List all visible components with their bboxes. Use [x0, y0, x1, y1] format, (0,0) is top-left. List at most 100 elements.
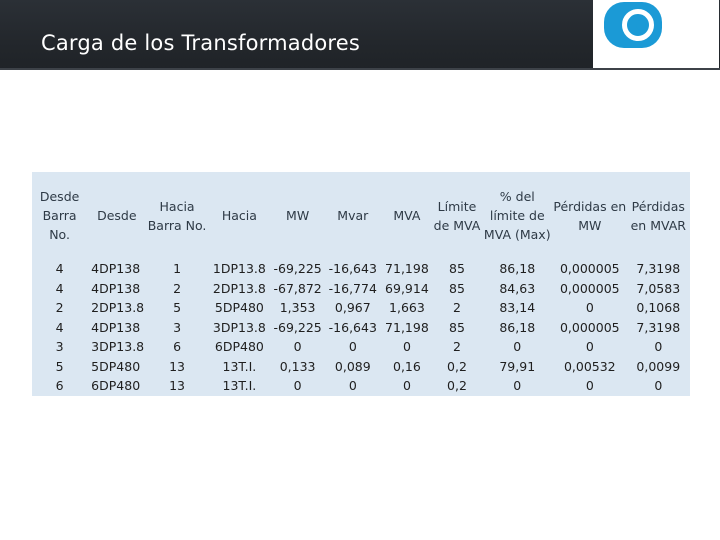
cell-limite-mva: 85 [449, 261, 465, 277]
cell-mw: -69,225 [273, 261, 322, 277]
cell-desde-barra: 4 [55, 261, 64, 277]
cell-hacia: 2DP13.8 [212, 280, 266, 296]
cell-mva: 69,914 [385, 280, 429, 296]
cell-hacia-barra: 1 [173, 261, 182, 277]
cell-mvar: -16,643 [328, 261, 377, 277]
cell-limite-mva: 85 [449, 280, 465, 296]
transformer-load-table: Desde Barra No. Desde Hacia Barra No. Ha… [32, 172, 690, 396]
cell-desde: 3DP13.8 [91, 339, 145, 355]
col-header-mva: MVA [393, 208, 421, 223]
table-row: 4 4DP138 3 3DP13.8 -69,225 -16,643 71,198 85 86,… [32, 318, 690, 338]
col-header-desde-barra: Desde Barra No. [39, 189, 80, 242]
cell-perdidas-mvar: 0,1068 [636, 300, 681, 316]
cell-desde: 2DP13.8 [91, 300, 145, 316]
cell-perdidas-mw: 0 [585, 300, 594, 316]
col-header-mw: MW [286, 208, 310, 223]
cell-desde-barra: 5 [55, 358, 64, 374]
cell-desde: 4DP138 [91, 319, 141, 335]
table-row: 3 3DP13.8 6 6DP480 0 0 0 2 0 0 0 [32, 337, 690, 357]
cell-mvar: -16,643 [328, 319, 377, 335]
cell-pct-limite: 79,91 [499, 358, 536, 374]
col-header-limite-mva: Límite de MVA [433, 198, 481, 233]
cell-hacia: 6DP480 [214, 339, 264, 355]
cell-perdidas-mw: 0,00532 [563, 358, 616, 374]
cell-perdidas-mw: 0 [585, 339, 594, 355]
cell-desde-barra: 2 [55, 300, 64, 316]
cell-hacia: 1DP13.8 [212, 261, 266, 277]
cell-mva: 0,16 [393, 358, 421, 374]
col-header-perdidas-mvar: Pérdidas en MVAR [630, 198, 686, 233]
cell-perdidas-mw: 0,000005 [559, 280, 620, 296]
cell-hacia-barra: 6 [173, 339, 182, 355]
cell-perdidas-mvar: 0 [654, 339, 663, 355]
cell-hacia: 3DP13.8 [212, 319, 266, 335]
cell-perdidas-mvar: 0,0099 [636, 358, 681, 374]
cell-pct-limite: 83,14 [499, 300, 536, 316]
cell-limite-mva: 0,2 [447, 358, 467, 374]
cell-limite-mva: 2 [453, 300, 461, 316]
table-row: 2 2DP13.8 5 5DP480 1,353 0,967 1,663 2 83,14 0 0,1… [32, 298, 690, 318]
cell-limite-mva: 2 [453, 339, 461, 355]
cell-desde-barra: 3 [55, 339, 64, 355]
cell-hacia: 5DP480 [214, 300, 264, 316]
cell-hacia: 13T.I. [222, 378, 257, 394]
cell-desde-barra: 4 [55, 319, 64, 335]
cell-perdidas-mw: 0,000005 [559, 261, 620, 277]
cell-mva: 71,198 [385, 319, 429, 335]
cell-perdidas-mvar: 7,3198 [636, 261, 681, 277]
cell-mw: -67,872 [273, 280, 322, 296]
cell-mw: 0,133 [279, 358, 316, 374]
table-body: 4 4DP138 1 1DP13.8 -69,225 -16,643 71,198 85 86,… [32, 259, 690, 396]
cell-perdidas-mvar: 7,3198 [636, 319, 681, 335]
cell-mva: 0 [402, 378, 411, 394]
logo-area [593, 0, 719, 70]
cell-mw: -69,225 [273, 319, 322, 335]
cell-desde-barra: 6 [55, 378, 64, 394]
cell-mvar: 0,967 [334, 300, 371, 316]
cell-pct-limite: 86,18 [499, 261, 536, 277]
cell-mvar: 0 [348, 339, 357, 355]
table-row: 4 4DP138 2 2DP13.8 -67,872 -16,774 69,914 85 84,… [32, 279, 690, 299]
cell-hacia-barra: 3 [173, 319, 182, 335]
brand-logo-icon [604, 2, 662, 48]
cell-desde: 4DP138 [91, 261, 141, 277]
cell-desde: 4DP138 [91, 280, 141, 296]
cell-mw: 0 [293, 378, 302, 394]
cell-desde: 6DP480 [91, 378, 141, 394]
page-title: Carga de los Transformadores [41, 31, 361, 55]
col-header-mvar: Mvar [337, 208, 369, 223]
col-header-desde: Desde [97, 208, 137, 223]
cell-perdidas-mvar: 0 [654, 378, 663, 394]
cell-pct-limite: 86,18 [499, 319, 536, 335]
cell-mvar: 0 [348, 378, 357, 394]
cell-perdidas-mw: 0 [585, 378, 594, 394]
cell-hacia-barra: 2 [173, 280, 182, 296]
cell-desde: 5DP480 [91, 358, 141, 374]
cell-hacia-barra: 5 [173, 300, 182, 316]
table-row: 4 4DP138 1 1DP13.8 -69,225 -16,643 71,198 85 86,… [32, 259, 690, 279]
cell-desde-barra: 4 [55, 280, 64, 296]
cell-perdidas-mw: 0,000005 [559, 319, 620, 335]
cell-mva: 0 [402, 339, 411, 355]
cell-limite-mva: 85 [449, 319, 465, 335]
cell-limite-mva: 0,2 [447, 378, 467, 394]
col-header-pct-limite: % del límite de MVA (Max) [483, 189, 551, 242]
col-header-perdidas-mw: Pérdidas en MW [553, 198, 627, 233]
cell-pct-limite: 84,63 [499, 280, 536, 296]
table-row: 6 6DP480 13 13T.I. 0 0 0 0,2 0 0 0 [32, 376, 690, 396]
cell-pct-limite: 0 [513, 378, 522, 394]
cell-mw: 0 [293, 339, 302, 355]
cell-mvar: -16,774 [328, 280, 377, 296]
cell-perdidas-mvar: 7,0583 [636, 280, 681, 296]
slide-header: Carga de los Transformadores [0, 0, 720, 70]
table-row: 5 5DP480 13 13T.I. 0,133 0,089 0,16 0,2 79,91 0,0… [32, 357, 690, 377]
cell-mvar: 0,089 [334, 358, 371, 374]
col-header-hacia: Hacia [221, 208, 257, 223]
cell-mva: 71,198 [385, 261, 429, 277]
table-header-row: Desde Barra No. Desde Hacia Barra No. Ha… [32, 172, 690, 259]
col-header-hacia-barra: Hacia Barra No. [147, 198, 207, 233]
cell-pct-limite: 0 [513, 339, 522, 355]
cell-mva: 1,663 [389, 300, 425, 316]
cell-hacia-barra: 13 [169, 358, 186, 374]
cell-hacia: 13T.I. [222, 358, 257, 374]
